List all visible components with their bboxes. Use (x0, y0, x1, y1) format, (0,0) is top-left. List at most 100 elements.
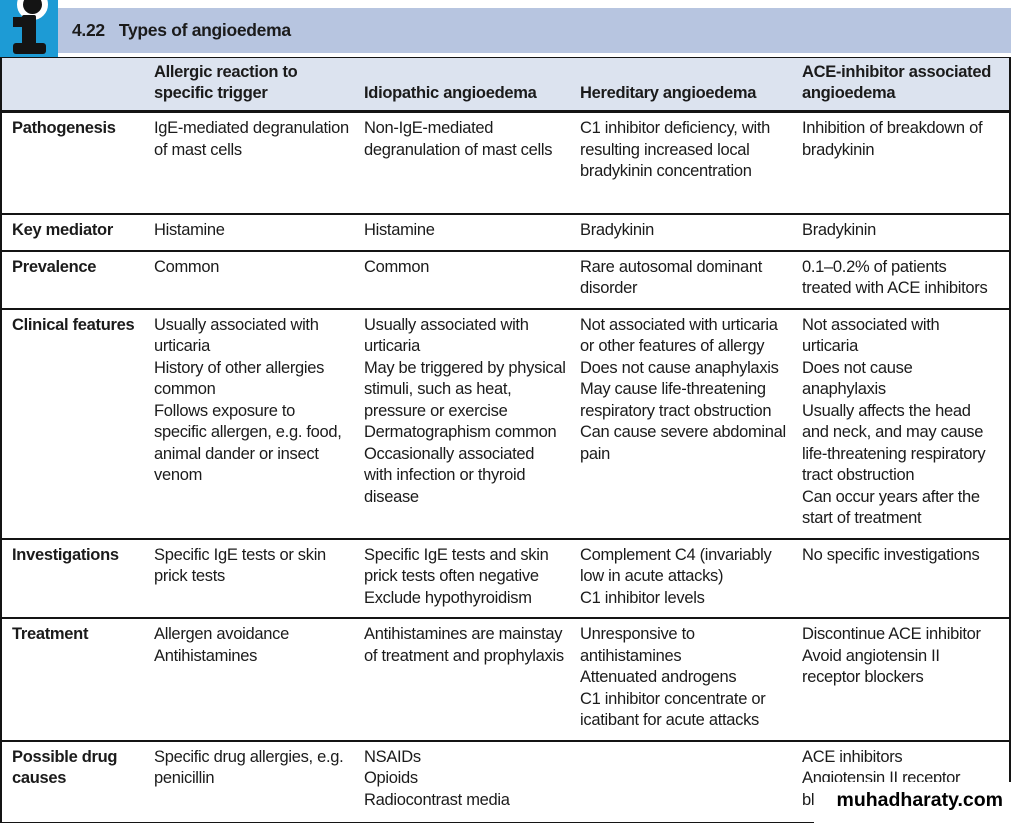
cell-text: 0.1–0.2% of patients treated with ACE in… (802, 257, 988, 298)
info-icon-base (13, 43, 46, 54)
table-cell: Common (364, 252, 580, 308)
table-cell: Non-IgE-mediated degranulation of mast c… (364, 113, 580, 213)
cell-text: Discontinue ACE inhibitor (802, 625, 981, 643)
table-cell: Specific IgE tests and skin prick tests … (364, 540, 580, 618)
table-cell: 0.1–0.2% of patients treated with ACE in… (802, 252, 1009, 308)
cell-text: C1 inhibitor levels (580, 588, 705, 607)
table-cell: Histamine (364, 215, 580, 250)
cell-text: Histamine (364, 221, 435, 239)
cell-text: Common (154, 257, 220, 276)
table-cell: Histamine (154, 215, 364, 250)
cell-text: May cause life-threatening respiratory t… (580, 380, 772, 420)
cell-text: Attenuated androgens (580, 668, 737, 686)
table-row: Treatment Allergen avoidance Antihistamine… (2, 619, 1009, 742)
cell-text: C1 inhibitor deficiency, with resulting … (580, 119, 771, 180)
cell-text: Not associated with urticaria (802, 315, 940, 356)
column-header-empty (2, 100, 154, 110)
table-cell: Usually associated with urticaria History… (154, 310, 364, 538)
cell-text: Exclude hypothyroidism (364, 588, 532, 607)
cell-text: No specific investigations (802, 545, 980, 564)
cell-text: Allergen avoidance (154, 625, 289, 643)
table-cell: Rare autosomal dominant disorder (580, 252, 802, 308)
table-cell: Bradykinin (580, 215, 802, 250)
table-row: Pathogenesis IgE-mediated degranulation o… (2, 113, 1009, 215)
cell-text: Antihistamines are mainstay of treatment… (364, 625, 564, 665)
table-cell: Not associated with urticaria Does not ca… (802, 310, 1009, 538)
cell-text: Antihistamines (154, 646, 258, 665)
table-body: Pathogenesis IgE-mediated degranulation o… (2, 113, 1009, 822)
cell-text: Does not cause anaphylaxis (802, 358, 913, 399)
cell-text: Common (364, 257, 430, 276)
table-cell: Bradykinin (802, 215, 1009, 250)
cell-text: May be triggered by physical stimuli, su… (364, 358, 566, 420)
footnote-row: (ACE = angiotensin-converting enzyme; NS… (2, 821, 1009, 823)
info-icon (0, 0, 58, 57)
table-row: Investigations Specific IgE tests or skin… (2, 539, 1009, 619)
table-cell: IgE-mediated degranulation of mast cells (154, 113, 364, 213)
cell-text: Specific IgE tests and skin prick tests … (364, 545, 549, 586)
cell-text: Not associated with urticaria or other f… (580, 315, 778, 356)
table-cell: No specific investigations (802, 540, 1009, 618)
table-cell: Allergen avoidance Antihistamines (154, 619, 364, 740)
table-row: Clinical features Usually associated with… (2, 309, 1009, 540)
row-label: Clinical features (12, 315, 135, 334)
table-row: Prevalence Common Common Rare autosomal dom… (2, 251, 1009, 310)
row-label: Possible drug causes (12, 747, 118, 788)
table-title: Types of angioedema (118, 20, 291, 40)
cell-text: Can occur years after the start of treat… (802, 487, 980, 528)
cell-text: Bradykinin (580, 221, 655, 239)
table-cell: Discontinue ACE inhibitor Avoid angiotens… (802, 619, 1009, 740)
cell-text: Histamine (154, 221, 225, 239)
table-row: Possible drug causes Specific drug allerg… (2, 741, 1009, 822)
cell-text: Can cause severe abdominal pain (580, 423, 786, 463)
table-cell: Inhibition of breakdown of bradykinin (802, 113, 1009, 213)
column-header-hereditary: Hereditary angioedema (580, 84, 757, 102)
row-label: Treatment (12, 625, 89, 643)
cell-text: NSAIDs (364, 747, 421, 766)
cell-text: Dermatographism common (364, 423, 557, 441)
cell-text: History of other allergies common (154, 358, 325, 399)
table-cell: Common (154, 252, 364, 308)
cell-text: Usually affects the head and neck, and m… (802, 401, 986, 485)
table-title-bar: 4.22 Types of angioedema (0, 0, 1011, 57)
row-label: Investigations (12, 545, 119, 564)
column-header-idiopathic: Idiopathic angioedema (364, 84, 537, 102)
table-cell: Specific drug allergies, e.g. penicillin (154, 742, 364, 822)
row-label: Prevalence (12, 257, 97, 276)
cell-text: Radiocontrast media (364, 790, 510, 809)
cell-text: Avoid angiotensin II receptor blockers (802, 646, 940, 687)
table-number: 4.22 (72, 20, 105, 40)
cell-text: Usually associated with urticaria (364, 315, 529, 356)
title-band (0, 8, 1011, 53)
info-icon-stem (22, 15, 36, 47)
info-icon-flag (13, 17, 24, 27)
column-header-row: Allergic reaction to specific trigger Id… (2, 58, 1009, 113)
cell-text: Follows exposure to specific allergen, e… (154, 401, 342, 485)
column-header-ace: ACE-inhibitor associated angioedema (802, 63, 991, 102)
cell-text: Bradykinin (802, 221, 877, 239)
watermark: muhadharaty.com (814, 782, 1011, 823)
row-label: Pathogenesis (12, 119, 116, 137)
cell-text: Specific IgE tests or skin prick tests (154, 545, 326, 586)
cell-text: C1 inhibitor concentrate or icatibant fo… (580, 689, 766, 730)
table-cell (580, 742, 802, 822)
row-label: Key mediator (12, 221, 113, 239)
table-cell: NSAIDs Opioids Radiocontrast media (364, 742, 580, 822)
cell-text: Unresponsive to antihistamines (580, 625, 695, 665)
table-cell: C1 inhibitor deficiency, with resulting … (580, 113, 802, 213)
angioedema-table: Allergic reaction to specific trigger Id… (0, 57, 1011, 823)
table-cell: Specific IgE tests or skin prick tests (154, 540, 364, 618)
cell-text: Inhibition of breakdown of bradykinin (802, 119, 983, 159)
cell-text: Specific drug allergies, e.g. penicillin (154, 747, 344, 788)
cell-text: Does not cause anaphylaxis (580, 358, 779, 377)
cell-text: Usually associated with urticaria (154, 315, 319, 356)
cell-text: Rare autosomal dominant disorder (580, 257, 763, 298)
column-header-allergic: Allergic reaction to specific trigger (154, 63, 298, 102)
cell-text: Complement C4 (invariably low in acute a… (580, 545, 772, 586)
cell-text: Occasionally associated with infection o… (364, 444, 535, 506)
cell-text: Non-IgE-mediated degranulation of mast c… (364, 119, 553, 159)
cell-text: Opioids (364, 769, 418, 787)
table-cell: Not associated with urticaria or other f… (580, 310, 802, 538)
table-cell: Complement C4 (invariably low in acute a… (580, 540, 802, 618)
